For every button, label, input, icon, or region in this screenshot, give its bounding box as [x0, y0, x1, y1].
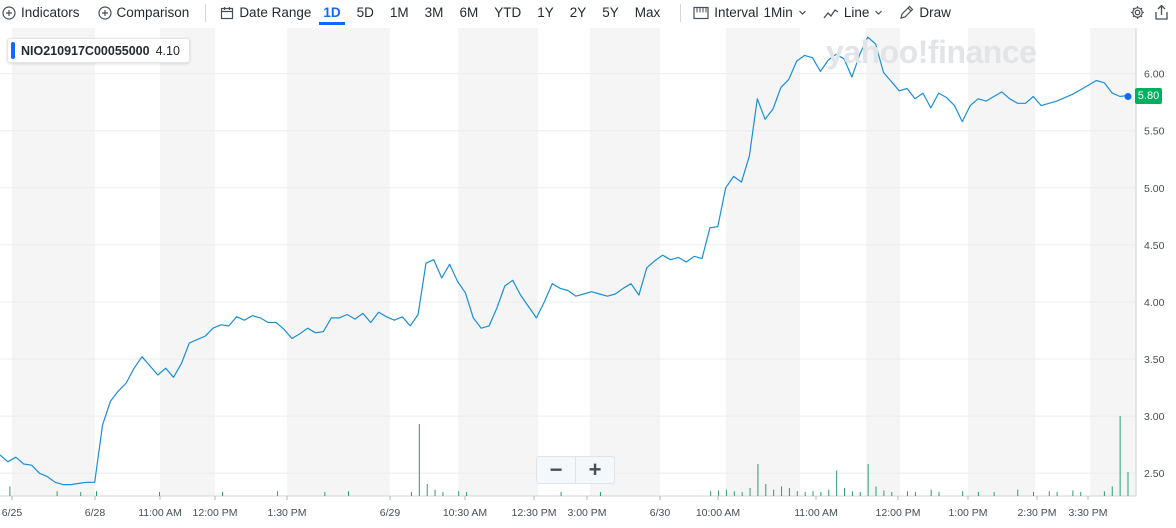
x-tick-label: 6/30: [650, 507, 671, 519]
interval-value: 1Min: [763, 5, 793, 20]
toolbar-divider: [205, 3, 207, 22]
range-button-6m[interactable]: 6M: [459, 5, 479, 20]
x-tick-label: 11:00 AM: [794, 507, 838, 519]
x-tick-label: 3:30 PM: [1068, 507, 1107, 519]
settings-button[interactable]: [1130, 0, 1145, 25]
plus-circle-icon: [97, 5, 112, 20]
y-tick-label: 3.50: [1144, 354, 1165, 366]
x-tick-label: 3:00 PM: [567, 507, 606, 519]
share-button[interactable]: [1155, 0, 1168, 25]
chart-area[interactable]: 6.00 5.50 5.00 4.50 4.00 3.50 3.00 2.50 6/25 6/28…: [0, 28, 1176, 523]
x-tick-label: 1:00 PM: [948, 507, 987, 519]
indicators-label: Indicators: [21, 5, 80, 20]
range-button-max[interactable]: Max: [634, 5, 661, 20]
x-tick-label: 1:30 PM: [267, 507, 306, 519]
session-band: [1090, 28, 1136, 496]
x-tick-label: 12:30 PM: [512, 507, 557, 519]
x-tick-label: 2:30 PM: [1017, 507, 1056, 519]
line-chart-icon: [823, 8, 839, 18]
share-icon: [1155, 5, 1168, 20]
x-tick-label: 6/29: [380, 507, 401, 519]
interval-button[interactable]: Interval 1Min: [693, 0, 807, 25]
range-button-2y[interactable]: 2Y: [569, 5, 587, 20]
zoom-in-button[interactable]: +: [588, 457, 602, 482]
y-tick-label: 6.00: [1144, 69, 1165, 81]
indicators-button[interactable]: Indicators: [2, 0, 80, 25]
y-tick-label: 2.50: [1144, 468, 1165, 480]
y-tick-label: 5.00: [1144, 183, 1165, 195]
range-button-5d[interactable]: 5D: [356, 5, 374, 20]
plus-circle-icon: [2, 5, 16, 20]
date-range-button[interactable]: Date Range: [220, 0, 311, 25]
x-tick-label: 10:30 AM: [443, 507, 487, 519]
x-tick-label: 6/28: [85, 507, 106, 519]
chevron-down-icon: [798, 10, 806, 15]
interval-label: Interval: [714, 5, 759, 20]
x-tick-label: 11:00 AM: [138, 507, 182, 519]
interval-icon: [693, 6, 709, 19]
y-tick-label: 4.50: [1144, 240, 1165, 252]
range-button-5y[interactable]: 5Y: [602, 5, 619, 20]
pencil-icon: [900, 5, 914, 19]
session-band: [590, 28, 660, 496]
watermark-logo: yahoo!finance: [826, 34, 1037, 70]
range-button-1d[interactable]: 1D: [315, 0, 348, 25]
chevron-down-icon: [875, 10, 883, 15]
session-band: [12, 28, 95, 496]
range-button-1y[interactable]: 1Y: [537, 5, 554, 20]
x-tick-label: 12:00 PM: [876, 507, 921, 519]
session-band: [968, 28, 1035, 496]
toolbar-divider: [680, 3, 682, 22]
range-selector: 1D 5D 1M 3M 6M YTD 1Y 2Y 5Y Max: [315, 0, 668, 25]
zoom-controls: − +: [536, 456, 615, 484]
x-tick-label: 12:00 PM: [193, 507, 238, 519]
y-tick-label: 4.00: [1144, 297, 1165, 309]
legend-symbol: NIO210917C00055000: [21, 43, 150, 58]
session-band: [866, 28, 900, 496]
session-band: [160, 28, 215, 496]
price-chart[interactable]: 6.00 5.50 5.00 4.50 4.00 3.50 3.00 2.50 6/25 6/28…: [0, 28, 1176, 523]
calendar-icon: [221, 6, 234, 19]
zoom-out-button[interactable]: −: [537, 457, 576, 483]
range-button-3m[interactable]: 3M: [424, 5, 444, 20]
range-button-ytd[interactable]: YTD: [494, 5, 522, 20]
range-button-1m[interactable]: 1M: [389, 5, 409, 20]
legend-value: 4.10: [155, 43, 180, 58]
draw-label: Draw: [919, 5, 951, 20]
x-tick-label: 6/25: [2, 507, 23, 519]
session-band: [726, 28, 800, 496]
comparison-button[interactable]: Comparison: [97, 0, 190, 25]
comparison-label: Comparison: [116, 5, 190, 20]
x-tick-label: 10:00 AM: [696, 507, 740, 519]
line-label: Line: [843, 5, 870, 20]
price-line: [0, 36, 1129, 486]
y-tick-label: 3.00: [1144, 411, 1165, 423]
legend-box[interactable]: NIO210917C00055000 4.10: [7, 38, 190, 63]
gear-icon: [1131, 6, 1144, 19]
current-price-tag: 5.80: [1135, 88, 1162, 105]
last-price-dot: [1124, 92, 1132, 100]
chart-toolbar: Indicators Comparison Date Range 1D 5D 1M 3…: [0, 0, 1176, 25]
draw-button[interactable]: Draw: [899, 0, 951, 25]
chart-type-button[interactable]: Line: [823, 0, 884, 25]
session-band: [458, 28, 538, 496]
y-tick-label: 5.50: [1144, 126, 1165, 138]
date-range-label: Date Range: [239, 5, 312, 20]
session-band: [287, 28, 390, 496]
